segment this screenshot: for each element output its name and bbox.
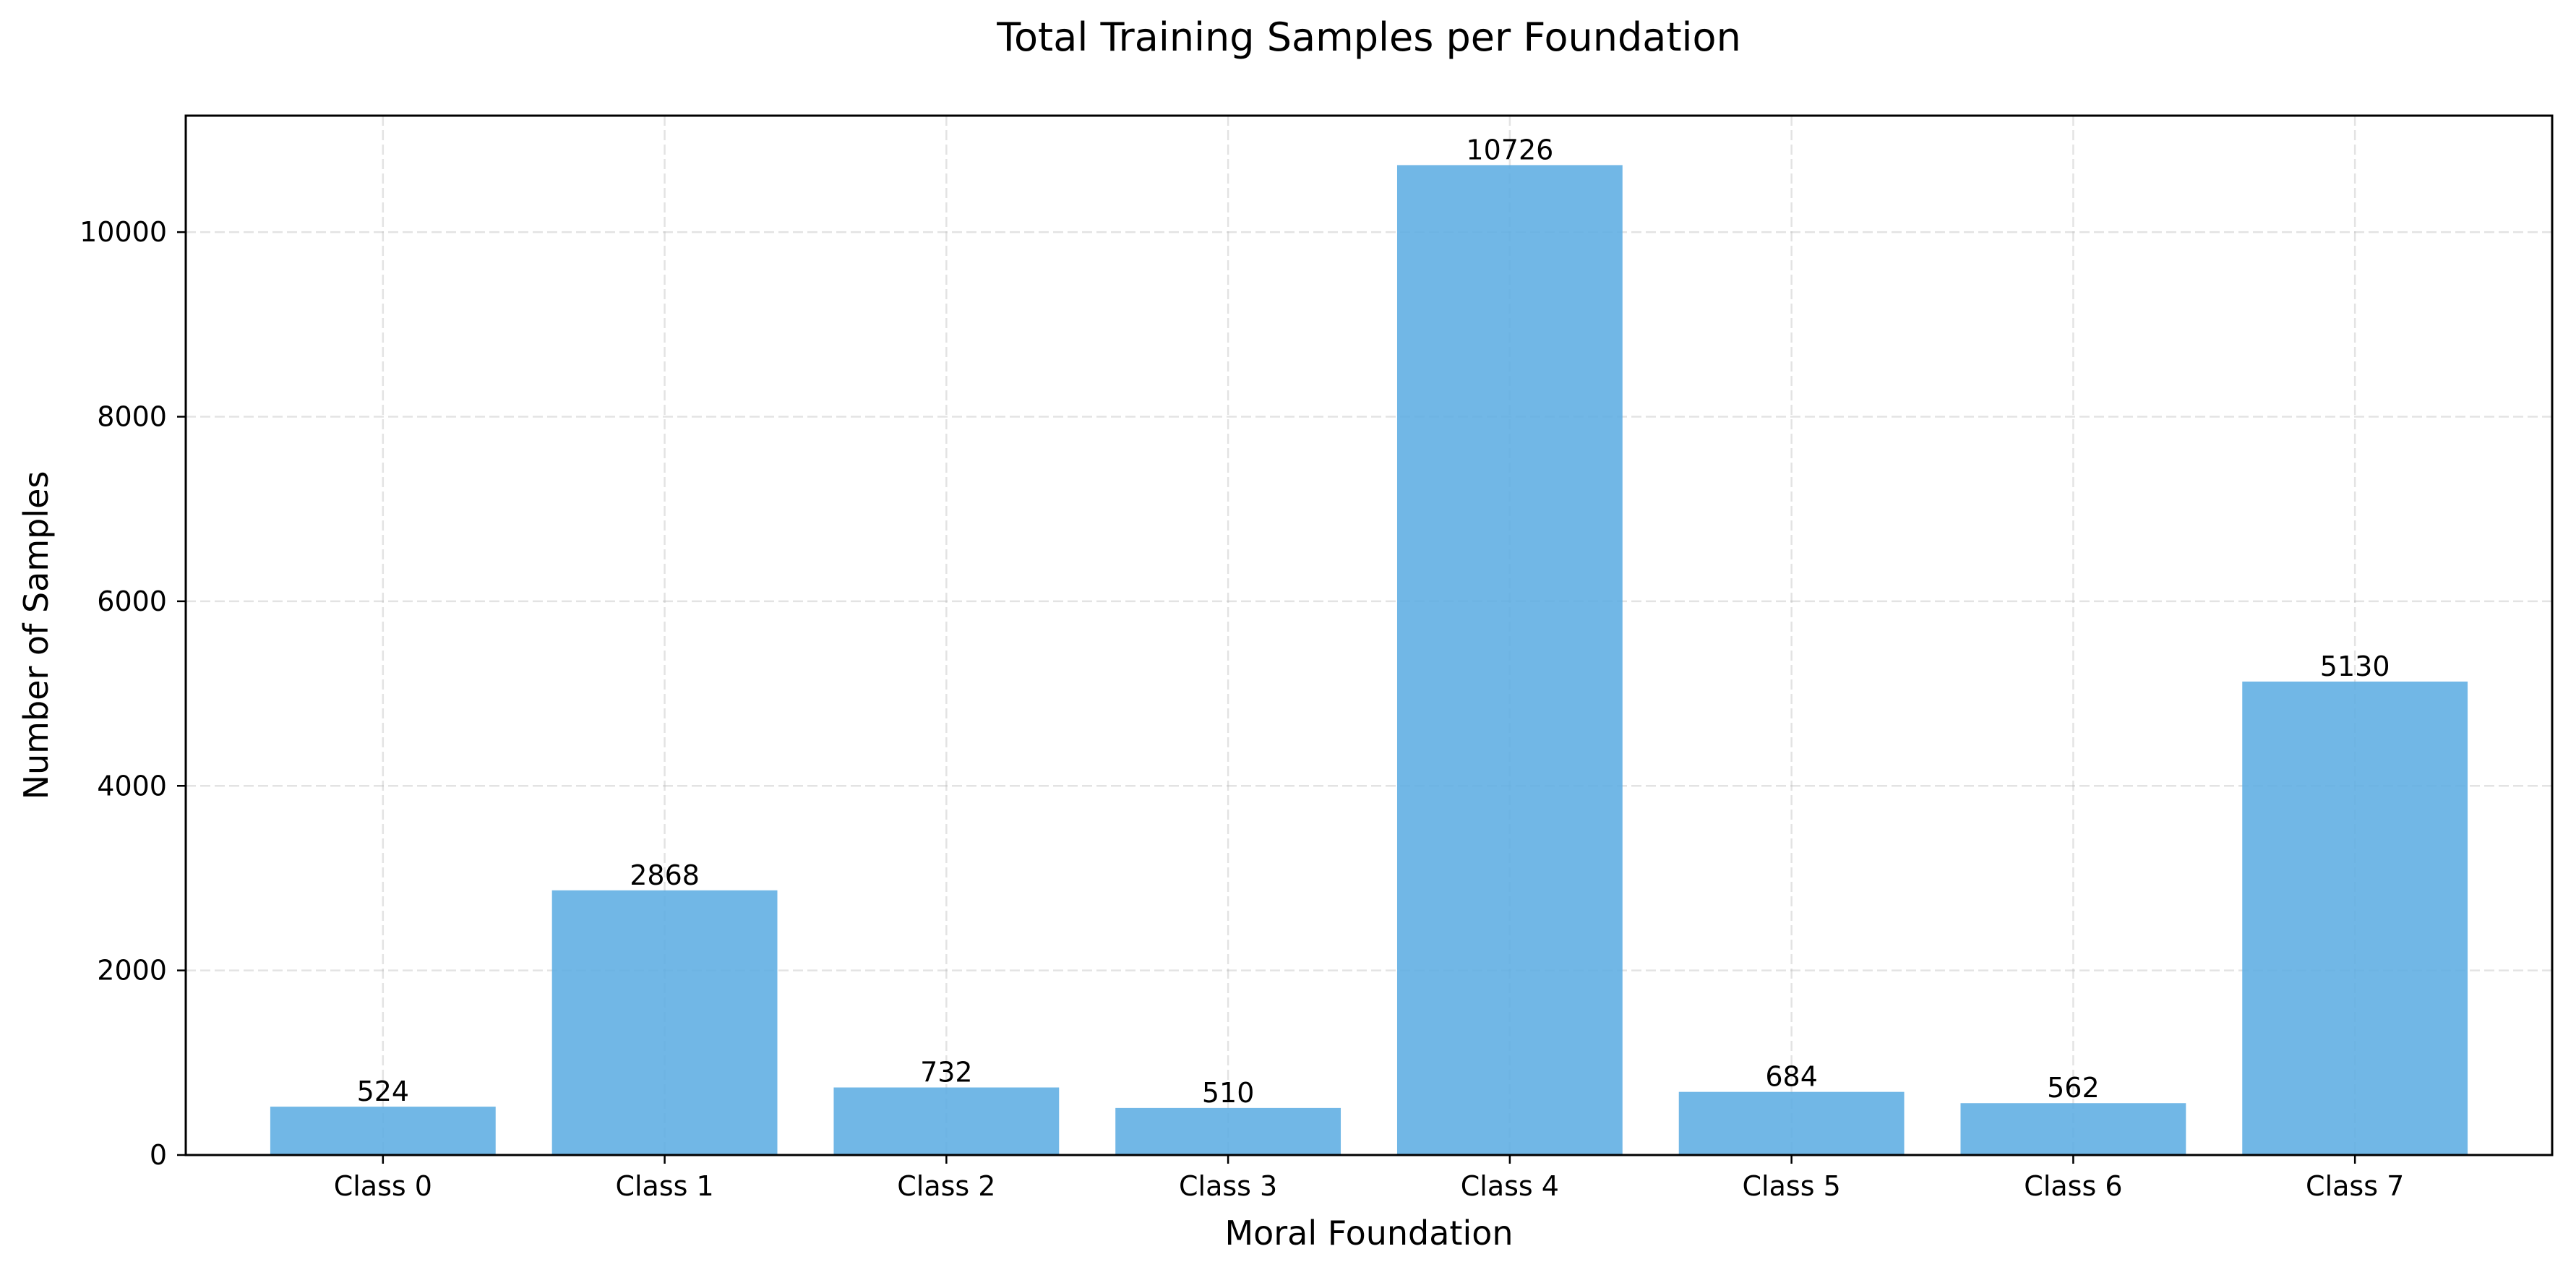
- data-label: 524: [357, 1076, 410, 1107]
- x-tick-label: Class 6: [2024, 1170, 2122, 1202]
- x-tick-label: Class 1: [615, 1170, 713, 1202]
- grid: [186, 116, 2552, 1156]
- x-tick-label: Class 5: [1743, 1170, 1841, 1202]
- data-label: 732: [920, 1057, 973, 1089]
- bar: [1960, 1103, 2186, 1155]
- data-label: 5130: [2320, 651, 2390, 682]
- y-tick-label: 2000: [97, 955, 167, 987]
- x-tick-label: Class 7: [2306, 1170, 2404, 1202]
- bar: [1396, 165, 1623, 1156]
- data-label: 684: [1765, 1061, 1818, 1093]
- y-tick-label: 8000: [97, 401, 167, 433]
- bar: [833, 1087, 1060, 1155]
- x-tick-label: Class 4: [1461, 1170, 1559, 1202]
- data-label: 510: [1202, 1077, 1255, 1109]
- bar: [270, 1107, 496, 1155]
- data-labels: 524 2868 732 510 10726 684 562 5130: [357, 134, 2390, 1108]
- y-tick-label: 4000: [97, 770, 167, 802]
- axes-frame: [184, 114, 2554, 1156]
- bar: [1115, 1107, 1341, 1155]
- x-tick-label: Class 3: [1179, 1170, 1277, 1202]
- bars: [270, 165, 2468, 1156]
- bar: [2242, 681, 2468, 1155]
- bar: [1678, 1091, 1905, 1155]
- chart-title: Total Training Samples per Foundation: [996, 14, 1741, 60]
- x-axis-label: Moral Foundation: [1224, 1214, 1513, 1253]
- data-label: 2868: [630, 859, 700, 891]
- y-tick-label: 0: [150, 1139, 167, 1171]
- data-label: 10726: [1466, 134, 1553, 166]
- y-tick-label: 10000: [80, 216, 167, 248]
- y-axis-label: Number of Samples: [17, 471, 56, 800]
- data-label: 562: [2047, 1072, 2100, 1104]
- x-tick-label: Class 2: [897, 1170, 995, 1202]
- x-axis-ticks: Class 0 Class 1 Class 2 Class 3 Class 4 Class…: [334, 1155, 2404, 1202]
- bar: [551, 890, 778, 1155]
- x-tick-label: Class 0: [334, 1170, 432, 1202]
- y-tick-label: 6000: [97, 585, 167, 617]
- y-axis-ticks: 0 2000 4000 6000 8000 10000: [80, 216, 186, 1171]
